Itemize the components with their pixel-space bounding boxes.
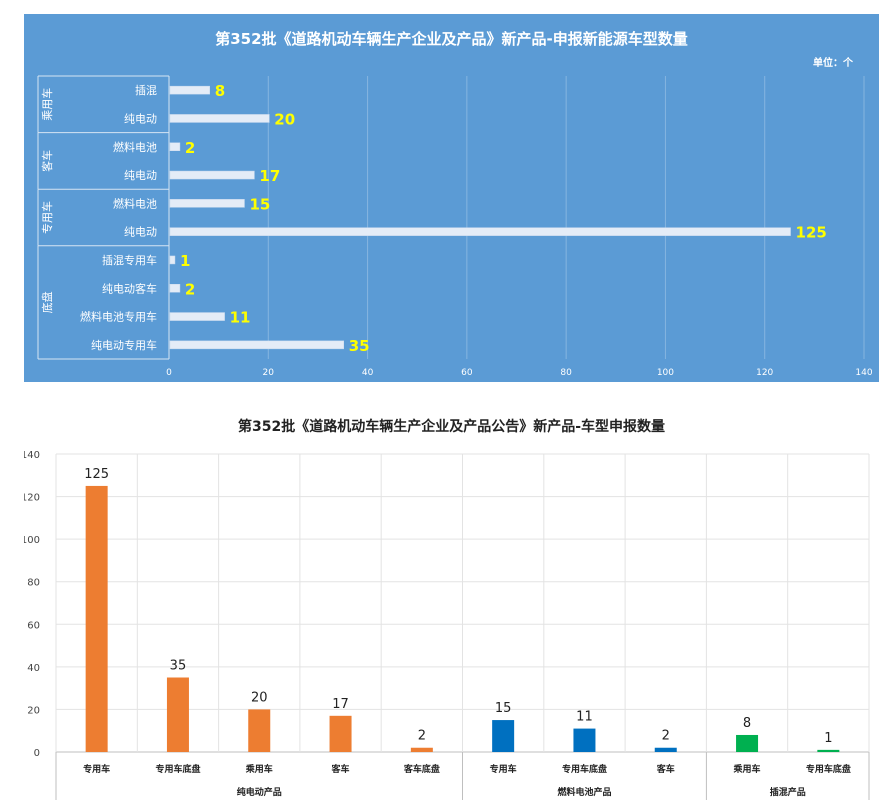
data-label: 20: [251, 690, 268, 705]
chart2-title: 第352批《道路机动车辆生产企业及产品公告》新产品-车型申报数量: [237, 419, 666, 435]
bar: [169, 85, 210, 95]
data-label: 35: [170, 659, 187, 674]
x-tick-label: 60: [461, 368, 473, 378]
y-tick-label: 0: [34, 748, 40, 759]
data-label: 17: [332, 697, 349, 712]
group-label: 客车: [40, 150, 54, 172]
bar: [329, 715, 352, 752]
y-tick-label: 40: [27, 663, 40, 674]
category-label: 客车: [656, 763, 675, 775]
category-label: 纯电动: [124, 112, 157, 125]
bar: [492, 720, 515, 752]
y-tick-label: 20: [27, 705, 40, 716]
bar: [654, 747, 677, 752]
chart-model-declaration-column-bar: 第352批《道路机动车辆生产企业及产品公告》新产品-车型申报数量 0 20 40 60…: [24, 410, 879, 800]
bar: [169, 170, 255, 180]
bar: [169, 340, 344, 350]
bar: [169, 284, 181, 293]
x-tick-label: 40: [362, 368, 374, 378]
data-label: 11: [230, 309, 251, 327]
data-label: 1: [824, 731, 832, 746]
data-label: 125: [796, 224, 827, 242]
data-label: 2: [662, 729, 670, 744]
bar: [817, 749, 840, 752]
bar: [736, 734, 759, 752]
bar: [169, 199, 245, 208]
y-tick-label: 80: [27, 578, 40, 589]
bar: [169, 312, 225, 321]
category-label: 插混: [135, 83, 157, 97]
data-label: 2: [185, 139, 195, 157]
data-label: 2: [185, 280, 195, 298]
bar: [169, 114, 270, 123]
data-label: 125: [84, 467, 109, 482]
category-label: 插混专用车: [102, 253, 157, 267]
group-label: 纯电动产品: [237, 786, 282, 798]
data-label: 35: [349, 337, 370, 355]
chart1-unit-label: 单位：个: [813, 58, 853, 69]
bar: [248, 709, 271, 752]
bar: [169, 142, 181, 151]
category-label: 燃料电池: [113, 196, 157, 210]
data-label: 8: [743, 716, 751, 731]
x-tick-label: 20: [263, 368, 275, 378]
category-label: 纯电动: [124, 169, 157, 182]
category-label: 专用车底盘: [155, 763, 200, 775]
data-label: 2: [418, 729, 426, 744]
data-label: 20: [274, 110, 295, 128]
bar: [169, 255, 176, 265]
y-tick-label: 60: [27, 620, 40, 631]
category-label: 纯电动客车: [102, 281, 157, 295]
chart2-plot: 0 20 40 60 80 100 120 140 125 专用车 35 专用车底盘 20 乘用车 17 客车…: [24, 450, 870, 800]
x-tick-label: 120: [756, 368, 773, 378]
bar: [573, 728, 596, 752]
y-tick-label: 120: [24, 493, 40, 504]
x-tick-label: 100: [657, 368, 674, 378]
category-label: 专用车底盘: [562, 763, 607, 775]
category-label: 专用车底盘: [806, 763, 851, 775]
bar: [85, 485, 108, 752]
y-tick-label: 100: [24, 535, 40, 546]
category-label: 纯电动专用车: [91, 338, 157, 352]
chart-new-energy-horizontal-bar: 第352批《道路机动车辆生产企业及产品》新产品-申报新能源车型数量 单位：个 0…: [24, 14, 879, 382]
bar: [169, 227, 791, 236]
group-label: 专用车: [40, 201, 54, 234]
data-label: 15: [249, 195, 270, 213]
group-label: 插混产品: [770, 786, 806, 798]
data-label: 11: [576, 710, 593, 725]
category-label: 乘用车: [245, 763, 273, 775]
category-label: 专用车: [83, 763, 110, 775]
category-label: 乘用车: [733, 763, 761, 775]
chart1-title: 第352批《道路机动车辆生产企业及产品》新产品-申报新能源车型数量: [215, 30, 688, 48]
category-label: 专用车: [490, 763, 517, 775]
data-label: 15: [495, 701, 512, 716]
x-tick-label: 80: [560, 368, 572, 378]
data-label: 1: [180, 252, 190, 270]
data-label: 17: [259, 167, 280, 185]
category-label: 客车底盘: [403, 763, 440, 775]
category-label: 燃料电池: [113, 140, 157, 154]
group-label: 底盘: [40, 291, 54, 313]
category-label: 客车: [331, 763, 350, 775]
data-label: 8: [215, 82, 225, 100]
group-label: 燃料电池产品: [557, 786, 611, 798]
group-label: 乘用车: [40, 88, 54, 121]
category-label: 纯电动: [124, 226, 157, 239]
category-label: 燃料电池专用车: [80, 310, 157, 324]
x-tick-label: 0: [166, 368, 172, 378]
x-tick-label: 140: [855, 368, 872, 378]
bar: [166, 677, 189, 752]
y-tick-label: 140: [24, 450, 40, 461]
bar: [410, 747, 433, 752]
